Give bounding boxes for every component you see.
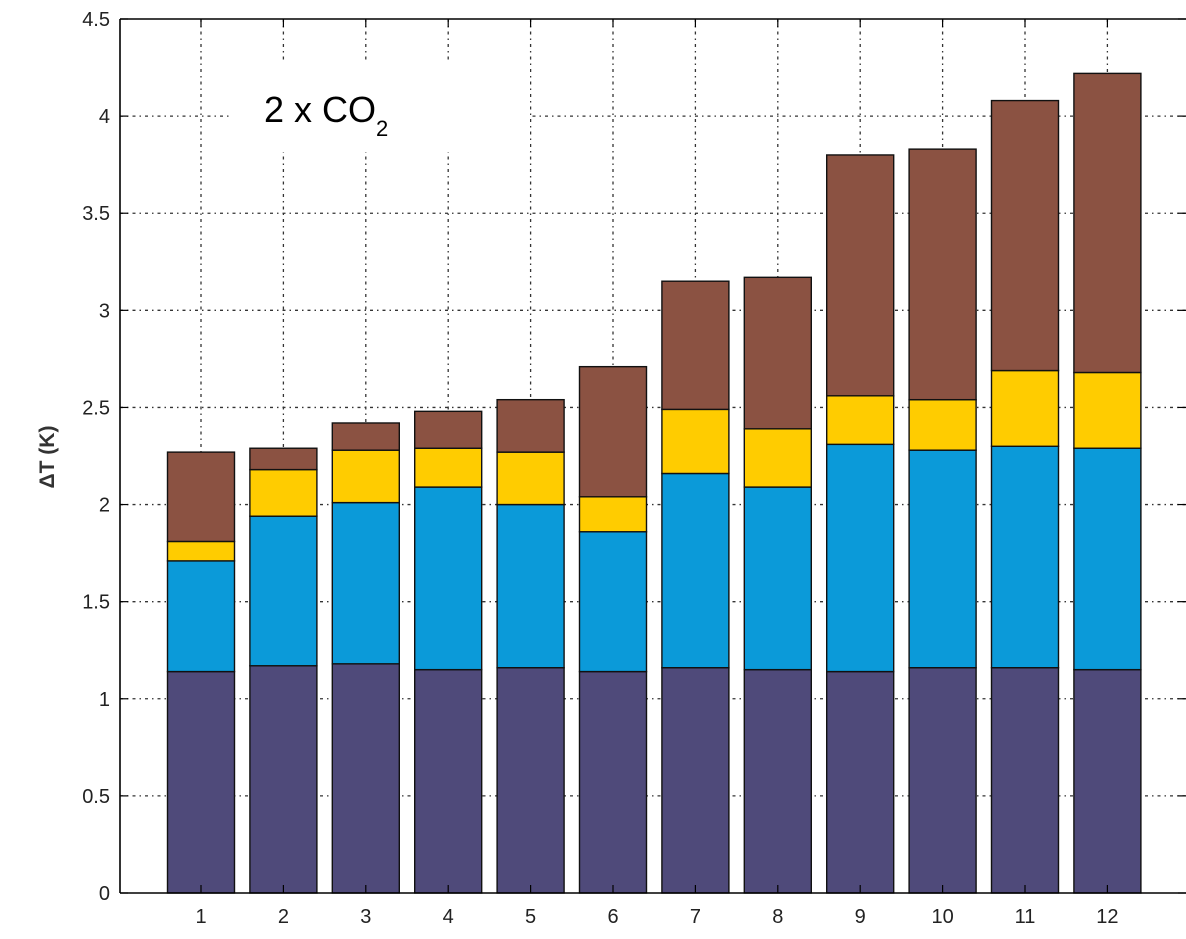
y-tick-label: 2	[99, 495, 110, 517]
bar-segment-11-1	[990, 667, 1060, 894]
bar-segment-12-4	[1073, 72, 1142, 374]
bar-segment-7-2	[661, 472, 730, 669]
bar-segment-9-1	[826, 670, 895, 894]
bar-segment-10-2	[908, 449, 977, 669]
bar-segment-3-3	[331, 449, 400, 504]
bar-segment-8-4	[743, 276, 812, 430]
bar-segment-2-3	[249, 468, 318, 517]
bar-segment-5-2	[496, 503, 565, 669]
bar-segment-6-1	[578, 670, 648, 894]
bar-segment-1-2	[166, 560, 236, 673]
bar-segment-1-1	[166, 670, 236, 894]
annotation-text: 2 x CO	[264, 89, 376, 130]
y-tick-label: 0	[99, 883, 110, 905]
bar-segment-5-3	[496, 451, 565, 506]
bar-segment-2-1	[249, 665, 318, 894]
bar-segment-1-4	[166, 451, 236, 543]
bar-segment-10-1	[908, 667, 977, 894]
y-tick-label: 3	[99, 300, 110, 322]
bar-segment-8-1	[743, 668, 812, 894]
bar-segment-6-2	[578, 531, 648, 673]
bar-segment-11-3	[990, 369, 1060, 447]
bar-segment-5-4	[496, 398, 565, 453]
annotation-subscript: 2	[376, 116, 388, 141]
bar-segment-10-4	[908, 148, 977, 401]
bar-segment-8-2	[743, 486, 812, 671]
bar-segment-6-4	[578, 365, 648, 498]
y-tick-label: 0.5	[82, 786, 110, 808]
x-tick-label: 1	[195, 906, 206, 928]
bar-segment-12-1	[1073, 668, 1142, 894]
y-tick-label: 2.5	[82, 397, 110, 419]
x-tick-label: 3	[360, 906, 371, 928]
x-tick-label: 7	[690, 906, 701, 928]
tick-labels: 00.511.522.533.544.51 2 3 4 5 6 7 8 9 10 11 12	[82, 9, 1118, 928]
x-tick-label: 8	[772, 906, 783, 928]
bar-segment-2-2	[249, 515, 318, 667]
x-tick-label: 5	[525, 906, 536, 928]
y-tick-label: 1	[99, 689, 110, 711]
bar-segment-3-2	[331, 501, 400, 665]
bar-segment-5-1	[496, 667, 565, 894]
bar-segment-4-4	[414, 410, 483, 449]
bar-segment-4-3	[414, 447, 483, 488]
bar-segment-12-3	[1073, 371, 1142, 449]
x-tick-label: 12	[1096, 906, 1118, 928]
x-tick-label: 10	[931, 906, 953, 928]
bar-segment-6-3	[578, 496, 648, 533]
x-tick-label: 2	[278, 906, 289, 928]
bar-segment-9-4	[826, 154, 895, 397]
bar-segment-7-1	[661, 667, 730, 894]
y-tick-label: 1.5	[82, 592, 110, 614]
bar-segment-4-2	[414, 486, 483, 671]
x-tick-label: 9	[855, 906, 866, 928]
bar-segment-11-2	[990, 445, 1060, 669]
bar-segment-9-2	[826, 443, 895, 673]
bar-segment-1-3	[166, 540, 236, 562]
bar-segment-2-4	[249, 447, 318, 471]
bar-segment-3-1	[331, 663, 400, 894]
x-tick-label: 6	[607, 906, 618, 928]
bar-segment-10-3	[908, 398, 977, 451]
bar-segment-3-4	[331, 422, 400, 451]
bar-segment-12-2	[1073, 447, 1142, 671]
y-tick-label: 4	[99, 106, 110, 128]
y-tick-label: 3.5	[82, 203, 110, 225]
bar-segment-7-3	[661, 408, 730, 475]
x-tick-label: 11	[1015, 906, 1036, 928]
annotation-background	[230, 60, 530, 152]
axes	[119, 18, 1186, 894]
bar-segment-9-3	[826, 395, 895, 446]
bar-segment-4-1	[414, 668, 483, 894]
bars	[166, 72, 1142, 894]
bar-segment-11-4	[990, 99, 1060, 372]
bar-segment-8-3	[743, 428, 812, 488]
annotation-2xco2: 2 x CO2	[264, 89, 388, 141]
bar-segment-7-4	[661, 280, 730, 411]
x-tick-label: 4	[443, 906, 454, 928]
y-axis-label: ΔT (K)	[36, 426, 59, 489]
y-tick-label: 4.5	[82, 9, 110, 31]
